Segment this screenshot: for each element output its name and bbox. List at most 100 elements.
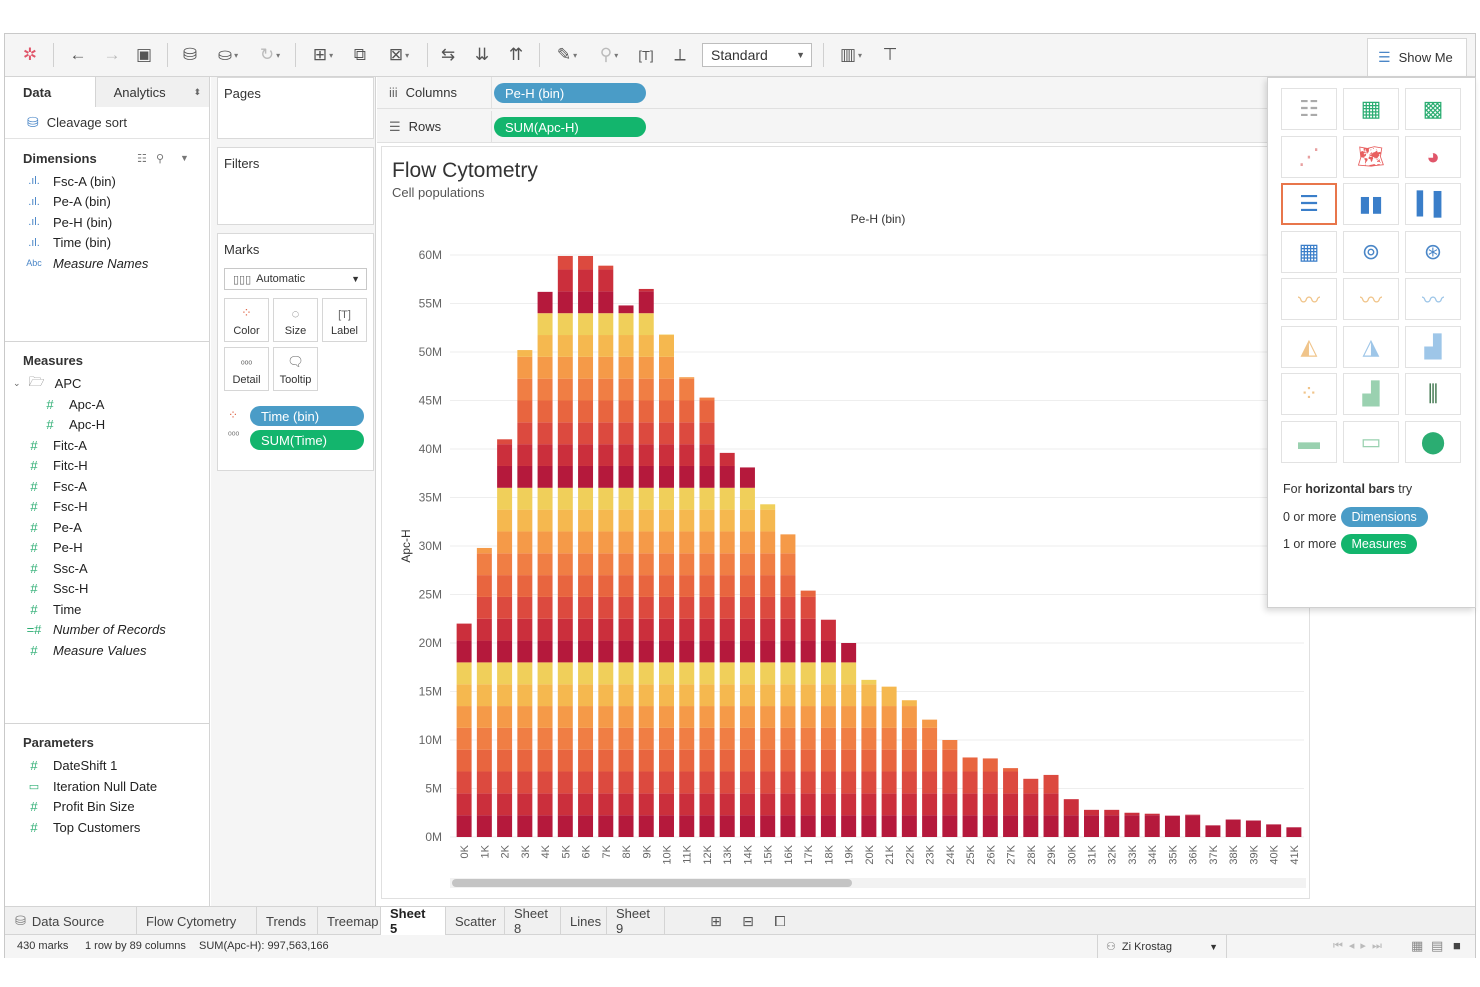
bar-segment[interactable] bbox=[578, 255, 594, 270]
bar-segment[interactable] bbox=[922, 815, 938, 837]
grid-view-icon[interactable]: ▦ bbox=[1411, 938, 1424, 953]
filled-map-icon[interactable]: 🗺 bbox=[1343, 135, 1399, 178]
bar-segment[interactable] bbox=[456, 640, 472, 663]
bar-segment[interactable] bbox=[739, 706, 755, 728]
bar-segment[interactable] bbox=[598, 465, 614, 488]
bar-segment[interactable] bbox=[699, 640, 715, 663]
bar-segment[interactable] bbox=[699, 400, 715, 423]
bar-segment[interactable] bbox=[497, 487, 513, 510]
bar-segment[interactable] bbox=[456, 749, 472, 772]
bar-segment[interactable] bbox=[537, 487, 553, 510]
bar-segment[interactable] bbox=[1063, 815, 1079, 837]
bar-segment[interactable] bbox=[618, 400, 634, 423]
bar-segment[interactable] bbox=[578, 662, 594, 685]
bar-segment[interactable] bbox=[517, 618, 533, 641]
bar-segment[interactable] bbox=[638, 400, 654, 423]
bar-segment[interactable] bbox=[922, 719, 938, 728]
bar-segment[interactable] bbox=[780, 534, 796, 554]
sheet-tab[interactable]: Scatter bbox=[446, 907, 505, 935]
bar-segment[interactable] bbox=[578, 793, 594, 816]
bar-segment[interactable] bbox=[598, 749, 614, 772]
bar-segment[interactable] bbox=[699, 684, 715, 707]
bar-segment[interactable] bbox=[659, 444, 674, 466]
bar-segment[interactable] bbox=[901, 771, 917, 794]
bar-segment[interactable] bbox=[800, 640, 816, 663]
bar-segment[interactable] bbox=[618, 465, 634, 488]
bar-segment[interactable] bbox=[537, 640, 553, 663]
refresh-icon[interactable]: ↻ ▾ bbox=[259, 45, 281, 64]
bar-segment[interactable] bbox=[578, 465, 594, 488]
bar-segment[interactable] bbox=[618, 596, 634, 619]
bar-segment[interactable] bbox=[517, 509, 533, 532]
bar-segment[interactable] bbox=[618, 575, 634, 597]
bar-segment[interactable] bbox=[760, 640, 776, 663]
bar-segment[interactable] bbox=[638, 444, 654, 466]
field-time[interactable]: # Time bbox=[5, 599, 209, 620]
bar-segment[interactable] bbox=[497, 553, 513, 576]
bar-segment[interactable] bbox=[739, 596, 755, 619]
bar-segment[interactable] bbox=[739, 487, 755, 510]
bar-segment[interactable] bbox=[598, 706, 614, 728]
undo-icon[interactable]: ← bbox=[69, 45, 87, 64]
bar-segment[interactable] bbox=[1043, 774, 1059, 794]
bar-segment[interactable] bbox=[881, 686, 897, 707]
new-worksheet-icon[interactable]: ⊞ ▾ bbox=[312, 45, 334, 64]
bar-segment[interactable] bbox=[456, 727, 472, 750]
bar-segment[interactable] bbox=[679, 815, 695, 837]
bar-segment[interactable] bbox=[760, 793, 776, 816]
bar-segment[interactable] bbox=[800, 590, 816, 597]
bar-segment[interactable] bbox=[901, 700, 917, 707]
bar-segment[interactable] bbox=[739, 553, 755, 576]
field-fsc-a[interactable]: # Fsc-A bbox=[5, 476, 209, 497]
bar-segment[interactable] bbox=[659, 509, 674, 532]
fit-select[interactable]: Standard ▼ bbox=[702, 43, 812, 67]
symbol-map-icon[interactable]: ⋰ bbox=[1281, 135, 1337, 178]
bar-segment[interactable] bbox=[497, 439, 513, 445]
bar-segment[interactable] bbox=[578, 553, 594, 576]
bar-segment[interactable] bbox=[659, 749, 674, 772]
bar-segment[interactable] bbox=[618, 640, 634, 663]
bar-segment[interactable] bbox=[962, 757, 978, 772]
search-icon[interactable]: ⚲ bbox=[156, 152, 165, 165]
bar-segment[interactable] bbox=[618, 793, 634, 816]
highlight-icon[interactable]: ✎ ▾ bbox=[556, 45, 578, 64]
bar-segment[interactable] bbox=[537, 444, 553, 466]
bar-segment[interactable] bbox=[557, 255, 573, 270]
bar-segment[interactable] bbox=[922, 727, 938, 750]
bar-segment[interactable] bbox=[699, 662, 715, 685]
bar-segment[interactable] bbox=[760, 771, 776, 794]
bar-segment[interactable] bbox=[780, 749, 796, 772]
bar-segment[interactable] bbox=[780, 706, 796, 728]
bar-segment[interactable] bbox=[659, 335, 674, 357]
bar-segment[interactable] bbox=[982, 793, 998, 816]
user-menu[interactable]: ⚇ Zi Krostag ▼ bbox=[1097, 935, 1227, 958]
show-cards-icon[interactable]: ▥ ▾ bbox=[839, 45, 863, 64]
bar-segment[interactable] bbox=[659, 727, 674, 750]
bar-segment[interactable] bbox=[699, 553, 715, 576]
bar-segment[interactable] bbox=[517, 596, 533, 619]
bar-segment[interactable] bbox=[557, 684, 573, 707]
bar-segment[interactable] bbox=[598, 618, 614, 641]
bar-segment[interactable] bbox=[557, 291, 573, 314]
bar-segment[interactable] bbox=[537, 706, 553, 728]
bar-segment[interactable] bbox=[618, 531, 634, 554]
bar-segment[interactable] bbox=[659, 706, 674, 728]
bar-segment[interactable] bbox=[517, 815, 533, 837]
sum-time-pill[interactable]: SUM(Time) bbox=[250, 430, 364, 450]
bar-segment[interactable] bbox=[638, 618, 654, 641]
bar-segment[interactable] bbox=[537, 575, 553, 597]
bar-segment[interactable] bbox=[557, 465, 573, 488]
area-continuous-icon[interactable]: ◭ bbox=[1281, 325, 1337, 368]
discrete-lines-icon[interactable]: 〰 bbox=[1343, 278, 1399, 320]
bar-segment[interactable] bbox=[679, 487, 695, 510]
bar-segment[interactable] bbox=[699, 749, 715, 772]
bar-segment[interactable] bbox=[557, 509, 573, 532]
bar-segment[interactable] bbox=[537, 509, 553, 532]
bar-segment[interactable] bbox=[800, 793, 816, 816]
bar-segment[interactable] bbox=[578, 400, 594, 423]
bar-segment[interactable] bbox=[598, 509, 614, 532]
bar-segment[interactable] bbox=[638, 793, 654, 816]
bar-segment[interactable] bbox=[618, 684, 634, 707]
bar-segment[interactable] bbox=[456, 706, 472, 728]
bar-segment[interactable] bbox=[537, 771, 553, 794]
